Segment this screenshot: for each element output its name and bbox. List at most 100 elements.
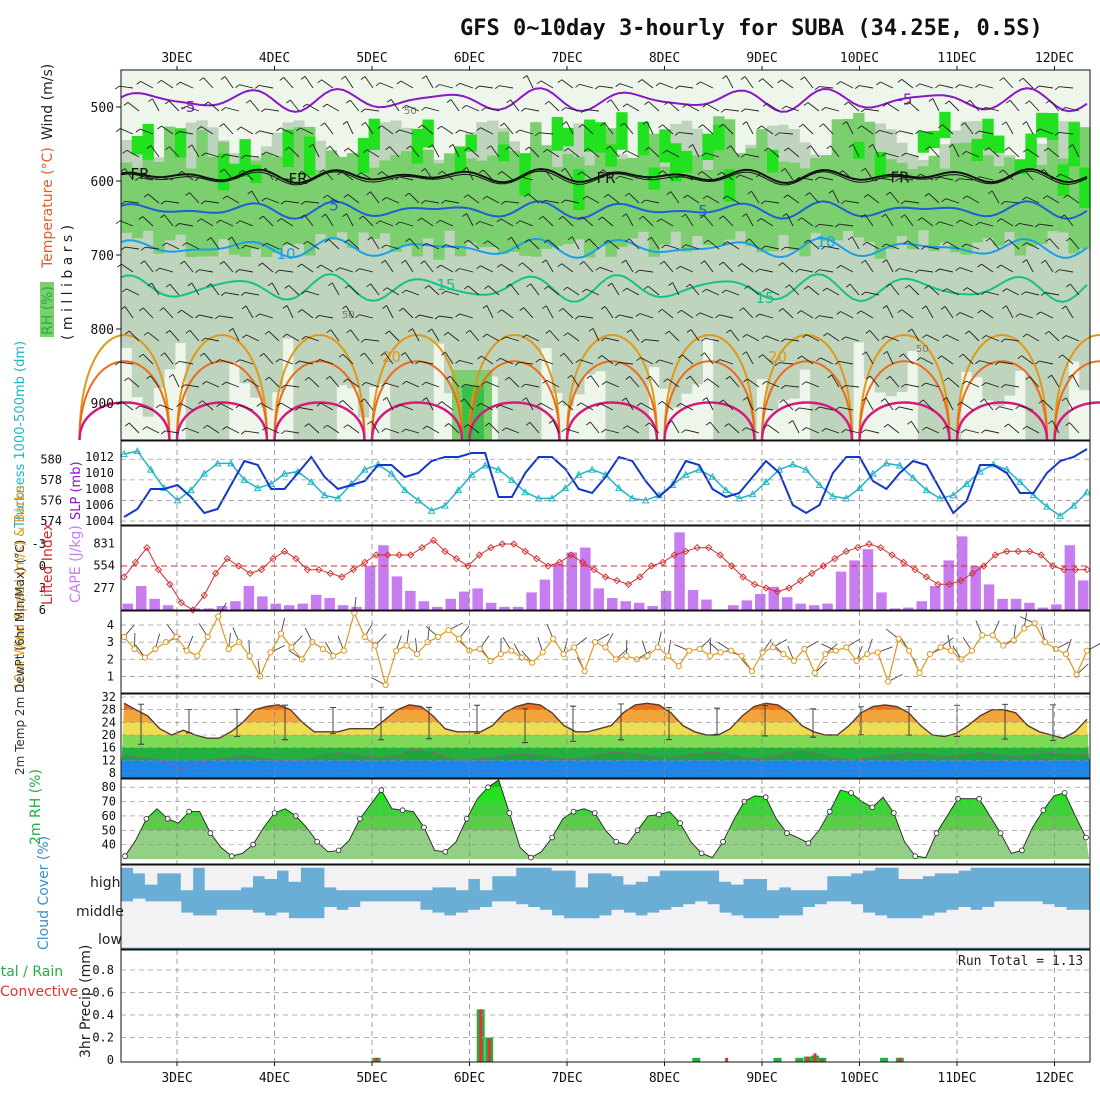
wind-barb xyxy=(301,335,320,342)
wind-speed-point xyxy=(120,633,128,641)
li-point xyxy=(1083,566,1091,574)
cloud-gap xyxy=(802,865,816,891)
cloud-gap xyxy=(1030,865,1043,868)
wind-barb xyxy=(663,378,680,388)
rh-band-grey xyxy=(357,146,370,418)
rh-band-grey xyxy=(444,156,456,394)
wind-barb xyxy=(567,236,580,250)
wind-barb xyxy=(965,99,980,112)
cloud-gap xyxy=(970,921,983,948)
wind-barb xyxy=(522,75,534,89)
rh-band-grey xyxy=(605,314,617,440)
wind-barb xyxy=(160,214,174,227)
rh2m-point xyxy=(186,808,192,815)
wind-barb xyxy=(522,334,540,342)
wind-barb xyxy=(861,291,880,296)
thickness-point xyxy=(869,469,877,477)
wind-barb xyxy=(162,242,180,250)
wind-speed-point xyxy=(277,630,285,637)
wind-barb xyxy=(800,76,814,89)
date-tick-top: 5DEC xyxy=(356,51,387,66)
wind-barb xyxy=(216,403,234,411)
cloud-gap xyxy=(348,907,361,921)
temp-tick: 12 xyxy=(102,753,116,767)
wind-speed-point xyxy=(968,647,976,654)
wind-barb xyxy=(557,79,574,89)
wind-speed-point xyxy=(319,645,326,653)
cloud-gap xyxy=(719,912,732,922)
wind-barb xyxy=(675,265,694,273)
cloud-gap xyxy=(1066,909,1079,921)
cloud-gap xyxy=(898,921,911,948)
cape-bar xyxy=(566,552,578,610)
wind-barb xyxy=(845,283,860,296)
wind-barb xyxy=(314,314,334,319)
cloud-gap xyxy=(695,901,708,921)
wind-barb xyxy=(1000,338,1020,343)
rh-band-grey xyxy=(142,159,154,417)
panel-frame xyxy=(120,778,1091,865)
wind-speed-point xyxy=(434,633,442,641)
wind-barb xyxy=(834,360,854,365)
wind-barb xyxy=(635,313,654,319)
cloud-gap xyxy=(1030,921,1043,948)
wind-barb xyxy=(747,190,760,204)
cloud-gap xyxy=(599,865,612,874)
li-point xyxy=(705,544,713,552)
wind-barb xyxy=(1017,355,1034,365)
wind-barb xyxy=(343,424,360,434)
wind-barb xyxy=(255,130,274,135)
wind-barb xyxy=(236,126,254,135)
minmax-whisker xyxy=(1002,703,1008,740)
wind-barb xyxy=(601,381,620,388)
cloud-gap xyxy=(240,865,253,888)
li-point xyxy=(727,562,736,570)
cloud-gap xyxy=(228,865,242,891)
rh-band-bright xyxy=(228,163,241,180)
cape-bar xyxy=(553,563,564,610)
cape-bar xyxy=(1078,580,1089,610)
wind-barb xyxy=(996,264,1014,273)
cloud-gap xyxy=(133,865,146,874)
cloud-gap xyxy=(515,921,529,948)
rh-band-light xyxy=(250,70,262,123)
wind-barb xyxy=(522,397,534,411)
wind-barb xyxy=(401,289,420,296)
wind-barb xyxy=(460,398,474,411)
wind-barb xyxy=(815,176,834,181)
wind-barb xyxy=(785,284,800,296)
wind-barb xyxy=(261,426,280,434)
wind-barb xyxy=(375,82,394,89)
rh-band-grey xyxy=(627,315,639,440)
rh2m-point xyxy=(335,847,342,854)
rh-band-grey xyxy=(228,153,241,363)
cloud-gap xyxy=(910,918,923,921)
wind-barb xyxy=(464,285,480,296)
wind-barb xyxy=(455,82,474,89)
cape-bar xyxy=(983,584,995,610)
cloud-gap xyxy=(946,909,959,921)
cloud-gap xyxy=(623,865,636,885)
wind-barb xyxy=(1068,374,1080,388)
wind-barb xyxy=(437,125,454,135)
date-tick-bottom: 4DEC xyxy=(259,1071,290,1086)
wind-barb xyxy=(1002,305,1014,319)
cape-bar xyxy=(593,588,604,610)
cape-bar xyxy=(660,590,672,610)
wind-barb xyxy=(621,259,634,273)
rh-band-green xyxy=(196,130,208,257)
wind-speed-point xyxy=(1010,637,1017,644)
li-point xyxy=(842,547,850,555)
precip-panel xyxy=(372,1009,904,1063)
contour-20 xyxy=(176,334,268,441)
wind-barb xyxy=(643,285,660,296)
wind-speed-point xyxy=(979,632,986,639)
wind-barb xyxy=(854,85,874,89)
wind-barb xyxy=(563,332,580,342)
wind-barb xyxy=(582,195,600,204)
chart-title: GFS 0~10day 3-hourly for SUBA (34.25E, 0… xyxy=(460,16,1043,41)
wind-barb xyxy=(865,330,880,342)
cloud-gap xyxy=(862,865,876,871)
cloud-gap xyxy=(384,921,397,948)
wind-barb xyxy=(703,239,720,250)
